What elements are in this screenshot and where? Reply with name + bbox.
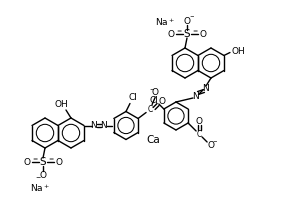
Text: S: S	[40, 157, 46, 167]
Text: =: =	[192, 30, 198, 34]
Text: O: O	[196, 116, 203, 125]
Text: C: C	[148, 105, 153, 114]
Text: C: C	[196, 129, 202, 138]
Text: Cl: Cl	[149, 95, 158, 105]
Text: O: O	[207, 140, 214, 149]
Text: =: =	[32, 157, 38, 162]
Text: O: O	[56, 157, 63, 166]
Text: =: =	[48, 157, 54, 162]
Text: $^-$: $^-$	[34, 174, 42, 183]
Text: N: N	[193, 91, 199, 101]
Text: Ca: Ca	[146, 135, 160, 145]
Text: OH: OH	[231, 47, 245, 56]
Text: Na$^+$: Na$^+$	[155, 16, 175, 28]
Text: O: O	[200, 30, 207, 39]
Text: O: O	[184, 17, 191, 26]
Text: N: N	[101, 121, 107, 130]
Text: $^-$: $^-$	[189, 13, 196, 22]
Text: $^-$: $^-$	[148, 86, 155, 95]
Text: O: O	[24, 157, 31, 166]
Text: =: =	[176, 30, 182, 34]
Text: O: O	[159, 97, 166, 106]
Text: O: O	[168, 30, 175, 39]
Text: Cl: Cl	[129, 93, 137, 102]
Text: OH: OH	[54, 99, 68, 108]
Text: S: S	[184, 29, 190, 39]
Text: O: O	[152, 88, 159, 97]
Text: O: O	[40, 170, 47, 179]
Text: N: N	[91, 121, 97, 130]
Text: Na$^+$: Na$^+$	[30, 182, 50, 194]
Text: $^-$: $^-$	[211, 138, 218, 146]
Text: N: N	[203, 84, 209, 93]
